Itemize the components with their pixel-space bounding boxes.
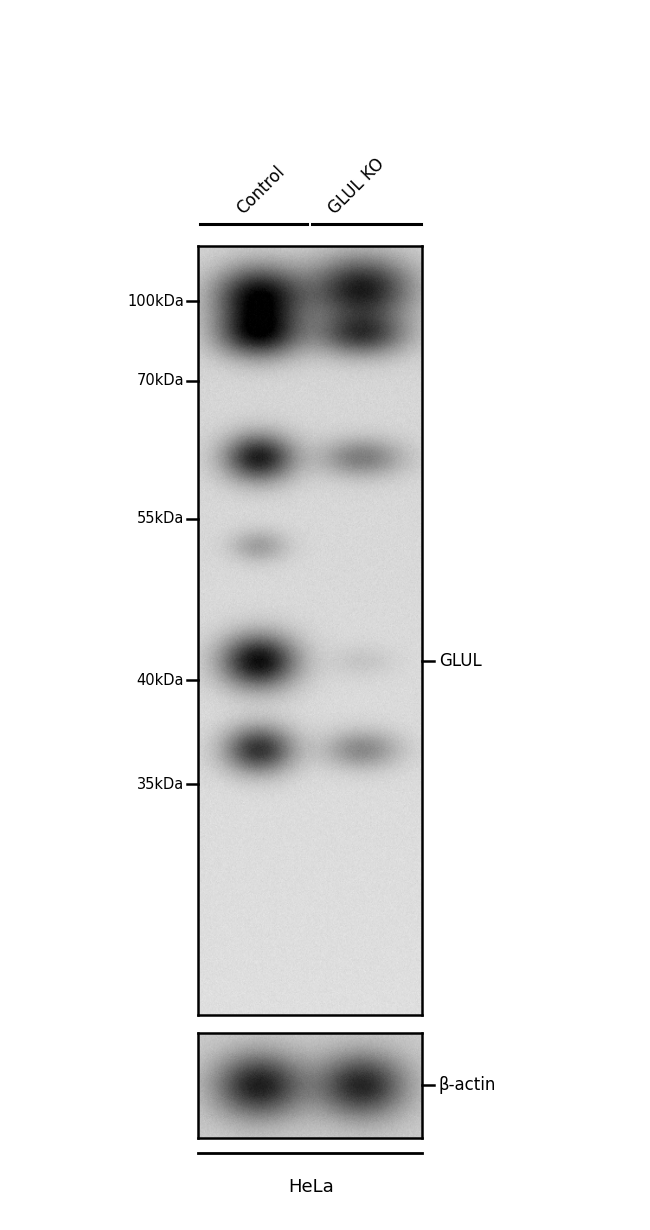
Text: GLUL: GLUL bbox=[439, 652, 482, 670]
Text: GLUL KO: GLUL KO bbox=[325, 155, 388, 218]
Text: β-actin: β-actin bbox=[439, 1076, 496, 1095]
Text: Control: Control bbox=[233, 162, 288, 218]
Text: 35kDa: 35kDa bbox=[136, 776, 184, 792]
Text: 70kDa: 70kDa bbox=[136, 373, 184, 387]
Text: HeLa: HeLa bbox=[288, 1177, 333, 1196]
Text: 100kDa: 100kDa bbox=[127, 294, 184, 309]
Text: 40kDa: 40kDa bbox=[136, 673, 184, 688]
Text: 55kDa: 55kDa bbox=[136, 512, 184, 526]
